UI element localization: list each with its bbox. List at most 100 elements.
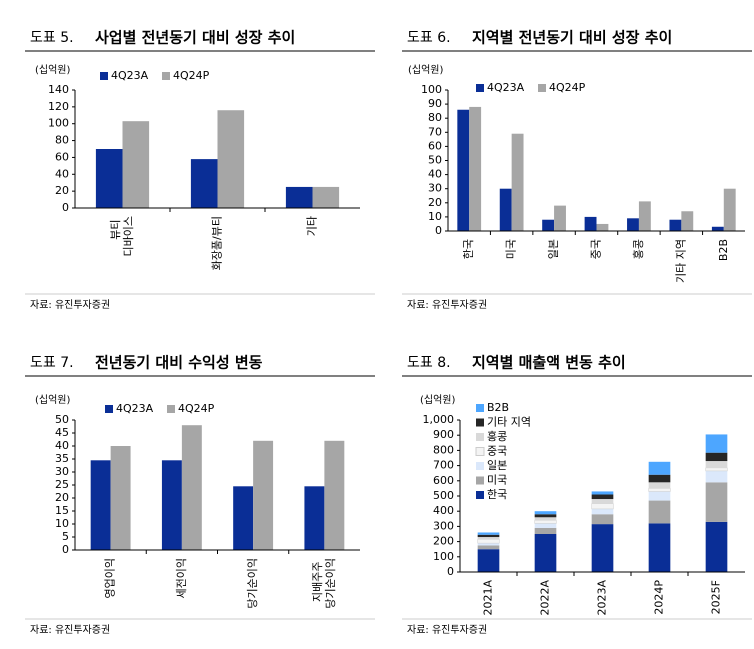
y-tick-label: 0: [447, 565, 454, 578]
legend-swatch: [475, 447, 485, 456]
unit-label: (십억원): [408, 64, 444, 76]
bar: [233, 486, 254, 550]
y-tick-label: 700: [433, 459, 454, 472]
bar: [161, 460, 182, 550]
y-tick-label: 50: [428, 154, 442, 167]
source: 자료: 유진투자증권: [407, 624, 487, 636]
legend-swatch: [167, 405, 175, 413]
source: 자료: 유진투자증권: [30, 624, 110, 636]
bar-segment: [591, 503, 614, 510]
bar-segment: [534, 534, 557, 572]
figure-label: 도표 6.: [407, 30, 451, 46]
legend-label: 4Q23A: [116, 402, 154, 415]
y-tick-label: 30: [55, 465, 69, 478]
bar: [584, 216, 597, 231]
y-tick-label: 35: [55, 452, 69, 465]
legend-label: 4Q24P: [173, 69, 210, 82]
bar-segment: [705, 467, 728, 472]
legend-label: 중국: [487, 445, 507, 458]
unit-label: (십억원): [35, 64, 71, 76]
figure-label: 도표 7.: [30, 355, 74, 371]
legend-label: B2B: [487, 401, 509, 414]
x-tick-label: 화장품/뷰티: [211, 216, 224, 270]
bar-segment: [705, 482, 728, 522]
unit-label: (십억원): [420, 394, 456, 406]
bar: [638, 201, 651, 231]
x-tick-label: 기타: [306, 216, 319, 236]
legend-label: 기타 지역: [487, 416, 531, 429]
bar: [469, 106, 482, 231]
bar: [312, 186, 340, 208]
y-tick-label: 100: [48, 117, 69, 130]
bar: [95, 149, 123, 208]
bar-segment: [648, 491, 671, 501]
bar: [217, 110, 245, 208]
y-tick-label: 20: [55, 184, 69, 197]
bar-segment: [477, 543, 500, 546]
bar: [190, 159, 218, 208]
y-tick-label: 45: [55, 426, 69, 439]
bar-segment: [591, 494, 614, 500]
y-tick-label: 70: [428, 125, 442, 138]
y-tick-label: 10: [428, 210, 442, 223]
y-tick-label: 10: [55, 517, 69, 530]
y-tick-label: 60: [55, 150, 69, 163]
legend-swatch: [100, 72, 108, 80]
bar: [457, 109, 470, 231]
bar-segment: [534, 527, 557, 534]
legend-swatch: [476, 462, 484, 470]
bar: [669, 219, 682, 231]
bar-segment: [648, 461, 671, 475]
bar: [304, 486, 325, 550]
y-tick-label: 20: [55, 491, 69, 504]
chart-title: 지역별 전년동기 대비 성장 추이: [472, 29, 672, 47]
x-tick-label: 뷰티 디바이스: [109, 216, 135, 256]
chart-title: 지역별 매출액 변동 추이: [472, 354, 626, 372]
bar-segment: [477, 539, 500, 544]
y-tick-label: 25: [55, 478, 69, 491]
legend-swatch: [476, 491, 484, 499]
x-tick-label: 한국: [462, 239, 475, 259]
bar-segment: [705, 434, 728, 453]
bar-segment: [477, 545, 500, 550]
x-tick-label: 일본: [546, 239, 560, 259]
y-tick-label: 40: [428, 168, 442, 181]
y-tick-label: 80: [55, 134, 69, 147]
y-tick-label: 140: [48, 83, 69, 96]
bar: [711, 226, 724, 231]
bar: [596, 223, 609, 231]
y-tick-label: 120: [48, 100, 69, 113]
bar-segment: [477, 549, 500, 572]
bar-segment: [648, 474, 671, 483]
bar-segment: [648, 482, 671, 489]
bar-segment: [534, 511, 557, 515]
x-tick-label: 당기순이익: [246, 558, 259, 609]
bar-segment: [534, 520, 557, 524]
y-tick-label: 900: [433, 428, 454, 441]
x-tick-label: 영업이익: [104, 558, 117, 598]
bar-segment: [591, 514, 614, 525]
legend-label: 한국: [487, 488, 507, 501]
y-tick-label: 400: [433, 504, 454, 517]
bar: [627, 218, 639, 231]
x-tick-label: B2B: [717, 239, 730, 261]
bar-segment: [648, 523, 671, 572]
legend-label: 4Q24P: [178, 402, 215, 415]
figure-label: 도표 5.: [30, 30, 74, 46]
y-tick-label: 100: [421, 83, 442, 96]
bar-segment: [534, 517, 557, 521]
x-tick-label: 지배주주 당기순이익: [311, 558, 337, 609]
bar-segment: [477, 537, 500, 540]
bar-segment: [705, 461, 728, 468]
bar-segment: [477, 534, 500, 538]
y-tick-label: 30: [428, 182, 442, 195]
y-tick-label: 80: [428, 111, 442, 124]
source: 자료: 유진투자증권: [407, 299, 487, 311]
bar-segment: [591, 508, 614, 515]
legend-swatch: [476, 404, 484, 412]
y-tick-label: 40: [55, 167, 69, 180]
bar: [181, 425, 202, 550]
figure-label: 도표 8.: [407, 355, 451, 371]
bar-segment: [591, 491, 614, 495]
legend-label: 홍콩: [487, 429, 507, 443]
